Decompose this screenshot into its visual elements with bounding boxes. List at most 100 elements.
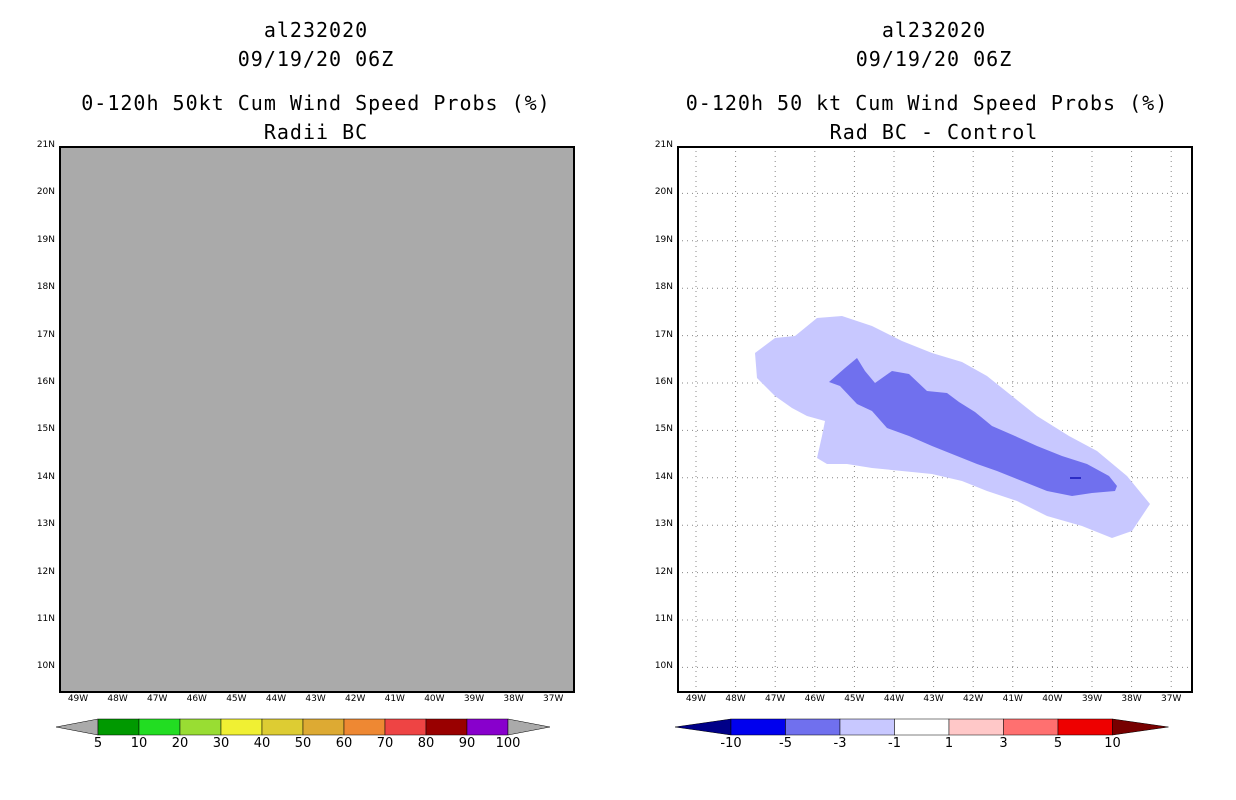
lon-label: 48W [107,694,128,704]
lat-label: 16N [36,377,55,387]
left-map-frame [59,146,575,693]
left-subtitle: Radii BC [263,120,369,144]
lon-label: 41W [1002,694,1023,704]
colorbar-label: 20 [171,736,189,751]
colorbar-arrow-low [675,718,732,736]
right-title: 0-120h 50 kt Cum Wind Speed Probs (%) [685,91,1169,115]
colorbar-segment [220,718,263,736]
colorbar-label: 3 [999,736,1008,751]
colorbar-label: 30 [212,736,230,751]
lon-label: 49W [685,694,707,704]
lat-label: 19N [36,234,55,245]
colorbar-segment [1003,718,1059,736]
colorbar-segment [730,718,786,736]
lon-label: 47W [765,694,786,704]
colorbar-segment [785,718,841,736]
lon-label: 38W [1121,694,1142,704]
left-colorbar [56,718,551,736]
colorbar-label: -1 [888,736,901,751]
lon-label: 39W [1081,694,1103,704]
lat-label: 12N [654,566,673,577]
colorbar-label: 1 [944,736,954,751]
lat-label: 20N [654,187,673,198]
colorbar-label: 50 [294,736,312,751]
lat-label: 11N [654,614,673,624]
right-datetime: 09/19/20 06Z [855,47,1013,71]
colorbar-label: 90 [458,736,476,751]
lon-label: 41W [384,694,405,704]
colorbar-label: 10 [130,736,148,751]
colorbar-segment [179,718,222,736]
lon-label: 37W [1161,694,1182,704]
colorbar-label: 40 [253,736,271,751]
colorbar-arrow-low [56,718,99,736]
lon-label: 38W [503,694,524,704]
contour-dark [829,358,1117,496]
lon-label: 39W [463,694,485,704]
colorbar-segment [261,718,304,736]
lon-label: 44W [265,694,287,704]
lat-label: 14N [654,471,673,482]
lat-label: 21N [654,140,673,150]
lat-label: 12N [36,566,55,577]
colorbar-label: -10 [720,736,742,751]
colorbar-segment [343,718,386,736]
lon-label: 48W [725,694,746,704]
colorbar-segment [302,718,345,736]
lon-label: 42W [963,694,984,704]
lat-label: 14N [36,471,55,482]
lat-label: 15N [36,424,55,435]
right-storm-id: al232020 [881,18,987,42]
lat-label: 13N [36,519,55,530]
left-title: 0-120h 50kt Cum Wind Speed Probs (%) [81,91,551,115]
colorbar-arrow-high [507,718,551,736]
lat-label: 18N [36,282,55,293]
colorbar-label: -3 [833,736,847,751]
lon-label: 49W [67,694,89,704]
right-map [677,146,1193,693]
lon-label: 40W [424,694,445,704]
lon-label: 45W [844,694,865,704]
lat-label: 20N [36,187,55,198]
colorbar-segment [425,718,468,736]
colorbar-segment [1057,718,1113,736]
lat-label: 10N [654,661,673,672]
lon-label: 43W [923,694,944,704]
lat-label: 10N [36,661,55,672]
colorbar-segment [466,718,509,736]
left-storm-id: al232020 [263,18,369,42]
colorbar-label: 100 [495,736,521,751]
colorbar-segment [839,718,895,736]
left-datetime: 09/19/20 06Z [237,47,395,71]
lat-label: 15N [654,424,673,435]
lat-label: 11N [36,614,55,624]
lat-label: 19N [654,234,673,245]
colorbar-label: 70 [376,736,394,751]
lon-label: 46W [804,694,825,704]
right-subtitle: Rad BC - Control [829,120,1039,144]
lon-label: 46W [186,694,207,704]
lon-label: 40W [1042,694,1063,704]
lon-label: 43W [305,694,326,704]
lat-label: 16N [654,377,673,387]
colorbar-label: 80 [417,736,435,751]
lat-label: 17N [36,329,55,340]
colorbar-segment [97,718,140,736]
lon-label: 45W [226,694,247,704]
colorbar-segment [948,718,1004,736]
colorbar-label: 10 [1104,736,1121,751]
lat-label: 21N [36,140,55,150]
colorbar-label: 5 [93,736,103,751]
colorbar-label: -5 [779,736,792,751]
lon-label: 37W [543,694,564,704]
right-colorbar [675,718,1169,736]
lat-label: 17N [654,329,673,340]
colorbar-segment [384,718,427,736]
colorbar-arrow-high [1112,718,1169,736]
colorbar-label: 60 [335,736,353,751]
colorbar-segment [138,718,181,736]
colorbar-segment [894,718,950,736]
lat-label: 13N [654,519,673,530]
lat-label: 18N [654,282,673,293]
colorbar-label: 5 [1053,736,1063,751]
